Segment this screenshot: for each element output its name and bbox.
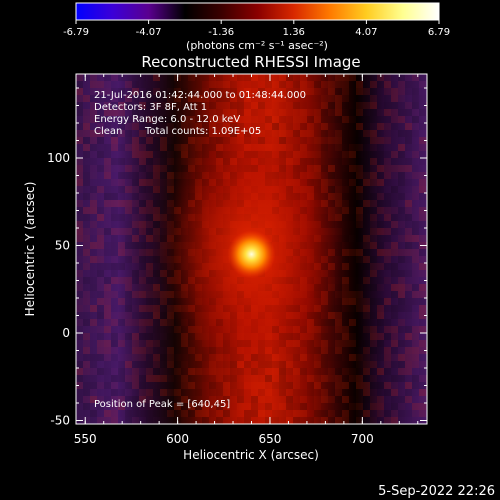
x-axis-label: Heliocentric X (arcsec) <box>183 448 319 462</box>
colorbar <box>75 2 440 21</box>
x-tick-label: 600 <box>166 432 189 446</box>
annotation-date-range: 21-Jul-2016 01:42:44.000 to 01:48:44.000 <box>94 90 306 101</box>
footer-timestamp: 5-Sep-2022 22:26 <box>378 484 495 499</box>
chart-title: Reconstructed RHESSI Image <box>141 53 360 71</box>
annotation-total-counts: Total counts: 1.09E+05 <box>144 126 261 137</box>
annotation-peak-position: Position of Peak = [640,45] <box>94 399 230 410</box>
colorbar-tick-label: 1.36 <box>283 27 305 38</box>
x-axis-ticks: 550 600 650 700 <box>74 74 419 446</box>
annotation-detectors: Detectors: 3F 8F, Att 1 <box>94 102 207 113</box>
colorbar-ticks: -6.79 -4.07 -1.36 1.36 4.07 6.79 <box>63 20 450 38</box>
colorbar-unit-label: (photons cm⁻² s⁻¹ asec⁻²) <box>186 39 328 52</box>
y-tick-label: 100 <box>47 151 70 165</box>
y-tick-label: 50 <box>55 239 70 253</box>
colorbar-tick-label: -6.79 <box>63 27 89 38</box>
y-axis-label: Heliocentric Y (arcsec) <box>23 182 37 317</box>
y-tick-label: -50 <box>50 414 70 428</box>
x-tick-label: 550 <box>74 432 97 446</box>
annotation-clean: Clean <box>94 126 122 137</box>
heatmap-image <box>76 74 427 424</box>
y-tick-label: 0 <box>62 326 70 340</box>
colorbar-tick-label: 4.07 <box>355 27 377 38</box>
x-tick-label: 700 <box>351 432 374 446</box>
colorbar-tick-label: 6.79 <box>428 27 450 38</box>
peak-source <box>227 230 276 279</box>
colorbar-tick-label: -1.36 <box>208 27 234 38</box>
x-tick-label: 650 <box>259 432 282 446</box>
y-axis-ticks: -50 0 50 100 <box>47 87 427 428</box>
annotation-energy-range: Energy Range: 6.0 - 12.0 keV <box>94 114 240 125</box>
colorbar-tick-label: -4.07 <box>136 27 162 38</box>
